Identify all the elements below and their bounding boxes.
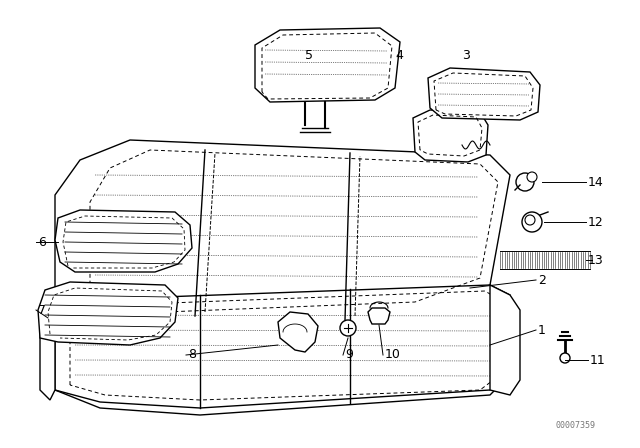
Text: 4: 4	[395, 48, 403, 61]
Polygon shape	[278, 312, 318, 352]
Polygon shape	[55, 210, 192, 272]
Circle shape	[560, 353, 570, 363]
Text: 1: 1	[538, 323, 546, 336]
Circle shape	[522, 212, 542, 232]
Polygon shape	[368, 308, 390, 324]
Text: 9: 9	[345, 349, 353, 362]
Polygon shape	[255, 28, 400, 102]
Circle shape	[527, 172, 537, 182]
Circle shape	[516, 173, 534, 191]
Text: 5: 5	[305, 48, 313, 61]
Circle shape	[340, 320, 356, 336]
Polygon shape	[38, 282, 178, 345]
Polygon shape	[428, 68, 540, 120]
Polygon shape	[55, 285, 510, 408]
Circle shape	[525, 215, 535, 225]
Text: 6: 6	[38, 236, 46, 249]
Text: 2: 2	[538, 273, 546, 287]
Polygon shape	[490, 285, 520, 395]
Text: 10: 10	[385, 349, 401, 362]
Text: 00007359: 00007359	[555, 421, 595, 430]
Text: 13: 13	[588, 254, 604, 267]
Text: 3: 3	[462, 48, 470, 61]
Text: 7: 7	[38, 303, 46, 316]
Text: 11: 11	[590, 353, 605, 366]
Polygon shape	[55, 140, 510, 320]
Polygon shape	[40, 300, 55, 400]
Text: 14: 14	[588, 176, 604, 189]
Polygon shape	[413, 110, 488, 162]
Text: 8: 8	[188, 349, 196, 362]
Text: 12: 12	[588, 215, 604, 228]
